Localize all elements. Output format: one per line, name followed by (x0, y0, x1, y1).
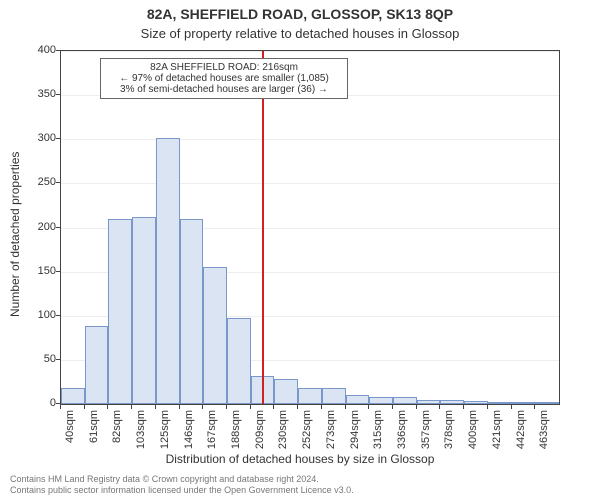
x-tick-label: 442sqm (515, 410, 527, 449)
attribution-line: Contains public sector information licen… (10, 485, 354, 496)
y-tick-label: 200 (16, 221, 56, 233)
histogram-bar (132, 217, 156, 404)
y-tick-mark (56, 315, 60, 316)
x-tick-mark (439, 405, 440, 409)
y-tick-label: 300 (16, 132, 56, 144)
x-tick-mark (155, 405, 156, 409)
attribution: Contains HM Land Registry data © Crown c… (10, 474, 354, 496)
x-tick-label: 209sqm (254, 410, 266, 449)
histogram-bar (417, 400, 441, 404)
x-tick-label: 61sqm (88, 410, 100, 443)
x-tick-label: 167sqm (206, 410, 218, 449)
y-tick-mark (56, 271, 60, 272)
x-tick-mark (84, 405, 85, 409)
x-tick-mark (250, 405, 251, 409)
chart-container: 82A, SHEFFIELD ROAD, GLOSSOP, SK13 8QP S… (0, 0, 600, 500)
chart-subtitle: Size of property relative to detached ho… (0, 26, 600, 41)
x-tick-mark (226, 405, 227, 409)
y-tick-mark (56, 227, 60, 228)
y-tick-mark (56, 359, 60, 360)
x-tick-label: 252sqm (301, 410, 313, 449)
highlight-line (262, 51, 264, 404)
y-tick-mark (56, 403, 60, 404)
histogram-bar (346, 395, 370, 404)
x-tick-mark (487, 405, 488, 409)
page-title: 82A, SHEFFIELD ROAD, GLOSSOP, SK13 8QP (0, 6, 600, 22)
x-tick-mark (273, 405, 274, 409)
grid-line (61, 139, 559, 140)
x-tick-mark (321, 405, 322, 409)
x-tick-mark (202, 405, 203, 409)
x-tick-mark (416, 405, 417, 409)
x-tick-label: 40sqm (64, 410, 76, 443)
x-tick-label: 357sqm (420, 410, 432, 449)
histogram-bar (535, 402, 559, 404)
histogram-bar (108, 219, 132, 404)
grid-line (61, 51, 559, 52)
annotation-line: ← 97% of detached houses are smaller (1,… (107, 73, 341, 84)
x-tick-mark (368, 405, 369, 409)
x-tick-label: 230sqm (277, 410, 289, 449)
histogram-bar (298, 388, 322, 404)
y-tick-label: 50 (16, 353, 56, 365)
y-tick-label: 350 (16, 88, 56, 100)
x-axis-label: Distribution of detached houses by size … (0, 452, 600, 466)
y-tick-mark (56, 50, 60, 51)
histogram-bar (369, 397, 393, 404)
x-tick-mark (297, 405, 298, 409)
histogram-bar (203, 267, 227, 404)
x-tick-label: 294sqm (349, 410, 361, 449)
x-tick-mark (511, 405, 512, 409)
x-tick-label: 336sqm (396, 410, 408, 449)
x-tick-label: 125sqm (159, 410, 171, 449)
x-tick-mark (392, 405, 393, 409)
x-tick-label: 146sqm (183, 410, 195, 449)
x-tick-label: 103sqm (135, 410, 147, 449)
x-tick-label: 82sqm (111, 410, 123, 443)
y-tick-mark (56, 182, 60, 183)
histogram-bar (440, 400, 464, 404)
x-tick-label: 315sqm (372, 410, 384, 449)
histogram-bar (464, 401, 488, 404)
y-tick-label: 100 (16, 309, 56, 321)
plot-inner (61, 51, 559, 404)
annotation-line: 82A SHEFFIELD ROAD: 216sqm (107, 62, 341, 73)
x-tick-mark (345, 405, 346, 409)
x-tick-label: 188sqm (230, 410, 242, 449)
histogram-bar (61, 388, 85, 404)
x-tick-label: 421sqm (491, 410, 503, 449)
y-tick-label: 150 (16, 265, 56, 277)
x-tick-label: 463sqm (538, 410, 550, 449)
x-tick-mark (179, 405, 180, 409)
attribution-line: Contains HM Land Registry data © Crown c… (10, 474, 354, 485)
y-tick-label: 400 (16, 44, 56, 56)
x-tick-label: 378sqm (443, 410, 455, 449)
histogram-bar (488, 402, 512, 404)
y-tick-label: 250 (16, 176, 56, 188)
x-tick-mark (534, 405, 535, 409)
histogram-bar (512, 402, 536, 404)
y-tick-label: 0 (16, 397, 56, 409)
histogram-bar (156, 138, 180, 405)
x-tick-mark (107, 405, 108, 409)
annotation-box: 82A SHEFFIELD ROAD: 216sqm← 97% of detac… (100, 58, 348, 99)
histogram-bar (322, 388, 346, 404)
x-tick-mark (463, 405, 464, 409)
grid-line (61, 183, 559, 184)
histogram-bar (393, 397, 417, 404)
x-tick-label: 273sqm (325, 410, 337, 449)
histogram-bar (85, 326, 109, 404)
x-tick-mark (60, 405, 61, 409)
x-tick-label: 400sqm (467, 410, 479, 449)
x-tick-mark (131, 405, 132, 409)
plot-area (60, 50, 560, 405)
y-tick-mark (56, 138, 60, 139)
annotation-line: 3% of semi-detached houses are larger (3… (107, 84, 341, 95)
histogram-bar (227, 318, 251, 404)
histogram-bar (180, 219, 204, 404)
histogram-bar (274, 379, 298, 404)
y-tick-mark (56, 94, 60, 95)
